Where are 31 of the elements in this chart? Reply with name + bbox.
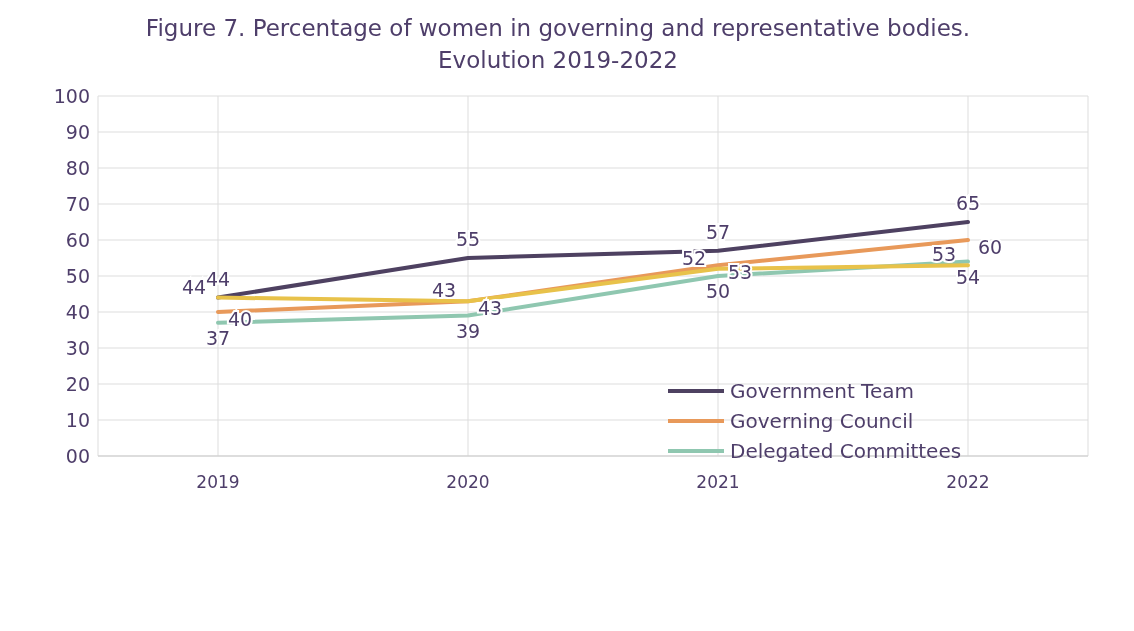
data-label: 65 xyxy=(955,192,981,214)
y-tick-label: 30 xyxy=(65,336,90,359)
y-tick-label: 90 xyxy=(65,120,90,143)
data-label: 39 xyxy=(455,319,481,342)
y-tick-label: 60 xyxy=(65,228,90,251)
y-tick-label: 00 xyxy=(65,444,90,467)
data-label: 44 xyxy=(181,275,207,298)
y-tick-label: 50 xyxy=(65,264,90,287)
data-label: 43 xyxy=(431,279,457,302)
data-label: 60 xyxy=(977,236,1003,258)
data-label: 44 xyxy=(205,267,231,290)
data-label: 37 xyxy=(205,326,231,349)
legend-label: Delegated Committees xyxy=(730,439,962,463)
legend-label: Government Team xyxy=(730,379,914,403)
x-tick-label: 2019 xyxy=(196,472,240,493)
x-tick-label: 2021 xyxy=(696,472,740,493)
x-tick-label: 2020 xyxy=(446,472,490,493)
data-label: 52 xyxy=(681,246,707,269)
x-tick-label: 2022 xyxy=(946,472,990,493)
data-label: 53 xyxy=(931,243,957,266)
data-label: 54 xyxy=(955,265,981,288)
y-tick-label: 40 xyxy=(65,300,90,323)
legend-label: Governing Council xyxy=(730,409,914,433)
data-label: 57 xyxy=(705,220,731,243)
y-tick-label: 20 xyxy=(65,372,90,395)
y-tick-label: 10 xyxy=(65,408,90,431)
y-tick-label: 100 xyxy=(53,84,90,107)
chart-title: Figure 7. Percentage of women in governing and representative bodies. Evolution 2019-2022 xyxy=(144,14,972,75)
data-label: 55 xyxy=(455,228,481,250)
y-tick-label: 80 xyxy=(65,156,90,179)
y-tick-label: 70 xyxy=(65,192,90,215)
